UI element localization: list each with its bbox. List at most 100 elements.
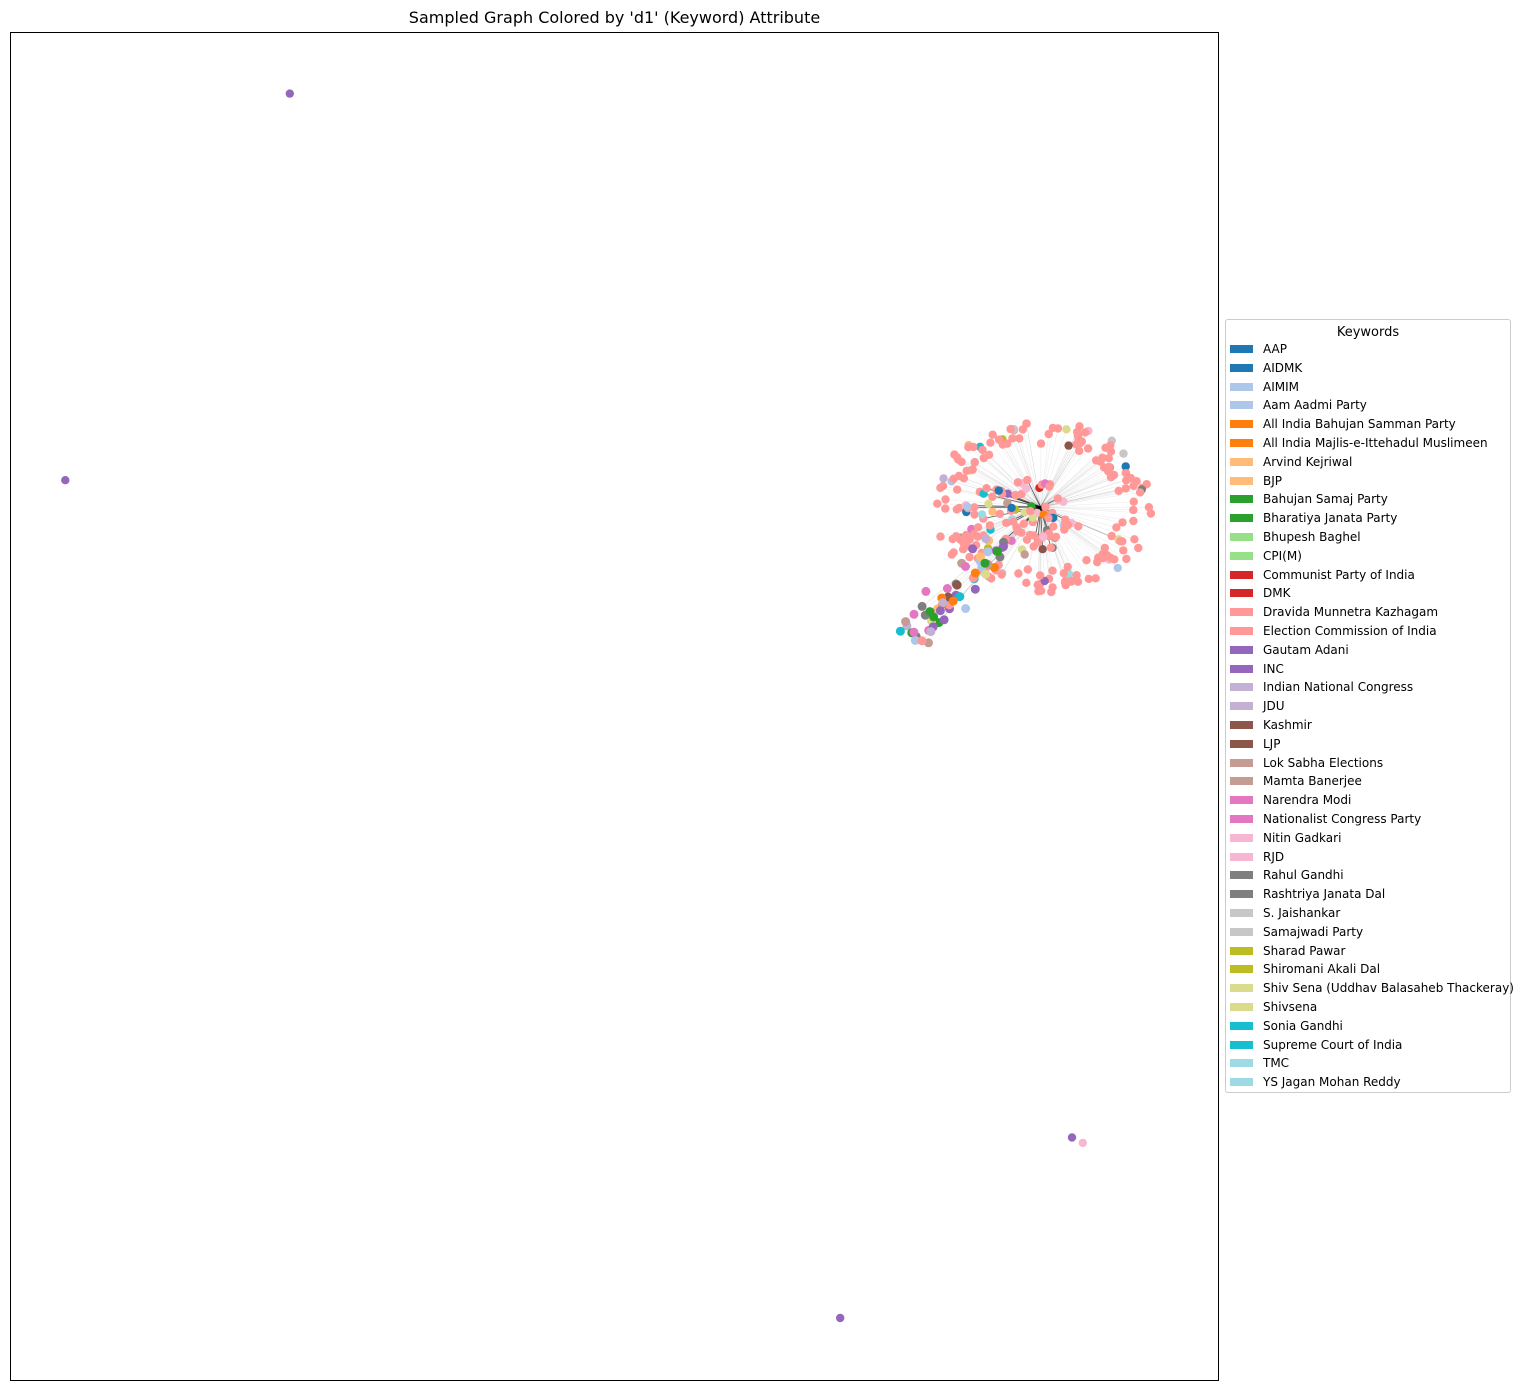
graph-edge (1040, 460, 1097, 508)
legend-swatch (1230, 645, 1253, 654)
graph-node (1063, 562, 1072, 572)
graph-node (1033, 580, 1042, 589)
graph-node (1135, 488, 1145, 497)
graph-node (1146, 509, 1156, 518)
graph-node (1038, 545, 1047, 554)
legend-swatch (1230, 1059, 1253, 1068)
graph-node (1053, 494, 1063, 503)
graph-node (988, 492, 997, 501)
graph-node (935, 606, 945, 616)
graph-node (1035, 571, 1045, 580)
legend-item: RJD (1230, 848, 1284, 866)
legend-swatch (1230, 871, 1253, 880)
legend-swatch (1230, 852, 1253, 861)
graph-node (1040, 576, 1049, 586)
graph-node (910, 635, 920, 645)
graph-edge (1040, 507, 1050, 579)
graph-node (984, 450, 994, 459)
graph-edge (1040, 488, 1126, 508)
legend-item: Sharad Pawar (1230, 942, 1345, 960)
graph-node (1083, 444, 1093, 453)
legend-label: All India Bahujan Samman Party (1263, 417, 1456, 432)
legend-item: Shiv Sena (Uddhav Balasaheb Thackeray) (1230, 979, 1514, 997)
graph-edge (1040, 490, 1119, 508)
graph-node (970, 510, 979, 519)
graph-node (1119, 449, 1128, 458)
graph-node (1044, 429, 1053, 439)
legend-item: AIDMK (1230, 359, 1302, 377)
legend-item: Bahujan Samaj Party (1230, 490, 1388, 508)
legend-label: RJD (1263, 849, 1285, 864)
legend-label: Communist Party of India (1263, 567, 1415, 582)
graph-node (1048, 566, 1057, 575)
legend-label: AIDMK (1263, 360, 1303, 375)
legend-item: Election Commission of India (1230, 622, 1437, 640)
graph-node (1074, 430, 1083, 440)
legend-swatch (1230, 796, 1253, 805)
legend-item: Narendra Modi (1230, 791, 1351, 809)
graph-node (1107, 531, 1116, 541)
graph-node (1019, 519, 1028, 528)
graph-node (933, 499, 942, 508)
graph-node (949, 474, 958, 483)
legend-swatch (1230, 721, 1253, 729)
graph-edge (1040, 461, 1101, 508)
graph-node (983, 547, 993, 557)
graph-edge (1002, 439, 1041, 508)
legend-label: JDU (1263, 699, 1285, 714)
graph-edge (1040, 501, 1134, 508)
legend-label: Shiromani Akali Dal (1263, 962, 1381, 977)
graph-node (1129, 505, 1138, 515)
graph-node (968, 465, 977, 474)
graph-edge (1040, 467, 1105, 508)
legend-label: Election Commission of India (1263, 624, 1437, 638)
legend-item: Bhupesh Baghel (1230, 528, 1361, 546)
legend-item: JDU (1230, 697, 1285, 715)
graph-edge (1040, 427, 1054, 508)
legend-item: All India Bahujan Samman Party (1230, 415, 1456, 433)
graph-node (1113, 563, 1122, 573)
legend-label: TMC (1263, 1056, 1290, 1071)
graph-node (1122, 554, 1131, 564)
graph-node (1009, 517, 1018, 526)
legend-item: Kashmir (1230, 716, 1312, 734)
legend-label: Rashtriya Janata Dal (1263, 887, 1386, 902)
graph-node (975, 552, 985, 562)
graph-edge (1040, 466, 1110, 508)
legend-label: Arvind Kejriwal (1263, 454, 1353, 469)
graph-node (1029, 542, 1038, 551)
graph-node (970, 568, 980, 578)
graph-edge (945, 499, 1041, 508)
legend-swatch (1230, 890, 1253, 899)
legend-label: Indian National Congress (1263, 680, 1414, 695)
graph-edge (1040, 492, 1141, 508)
legend-label: S. Jaishankar (1263, 906, 1341, 920)
graph-node (1036, 439, 1046, 448)
legend-swatch (1230, 815, 1253, 823)
graph-edge (1040, 506, 1134, 511)
graph-node (952, 505, 961, 514)
graph-edge (1012, 438, 1041, 508)
graph-node (925, 607, 935, 617)
graph-node (909, 627, 919, 637)
legend-swatch (1230, 758, 1253, 767)
graph-node (1119, 546, 1128, 555)
graph-node (939, 474, 948, 483)
legend-swatch (1230, 946, 1253, 955)
graph-node (981, 534, 991, 544)
graph-node (959, 474, 969, 483)
graph-edge (982, 449, 1041, 508)
graph-node (1023, 565, 1032, 574)
graph-edge (1040, 450, 1080, 508)
legend-label: Lok Sabha Elections (1263, 755, 1384, 770)
legend-swatch (1230, 984, 1253, 993)
graph-node (982, 484, 991, 493)
graph-edge (1022, 429, 1041, 508)
graph-edge (1040, 448, 1089, 508)
graph-edge (970, 470, 1041, 508)
graph-edge (974, 462, 1041, 508)
graph-edge (954, 454, 1041, 508)
graph-edge (1040, 433, 1049, 508)
legend-label: Shivsena (1263, 1000, 1318, 1014)
legend-swatch (1230, 533, 1253, 541)
